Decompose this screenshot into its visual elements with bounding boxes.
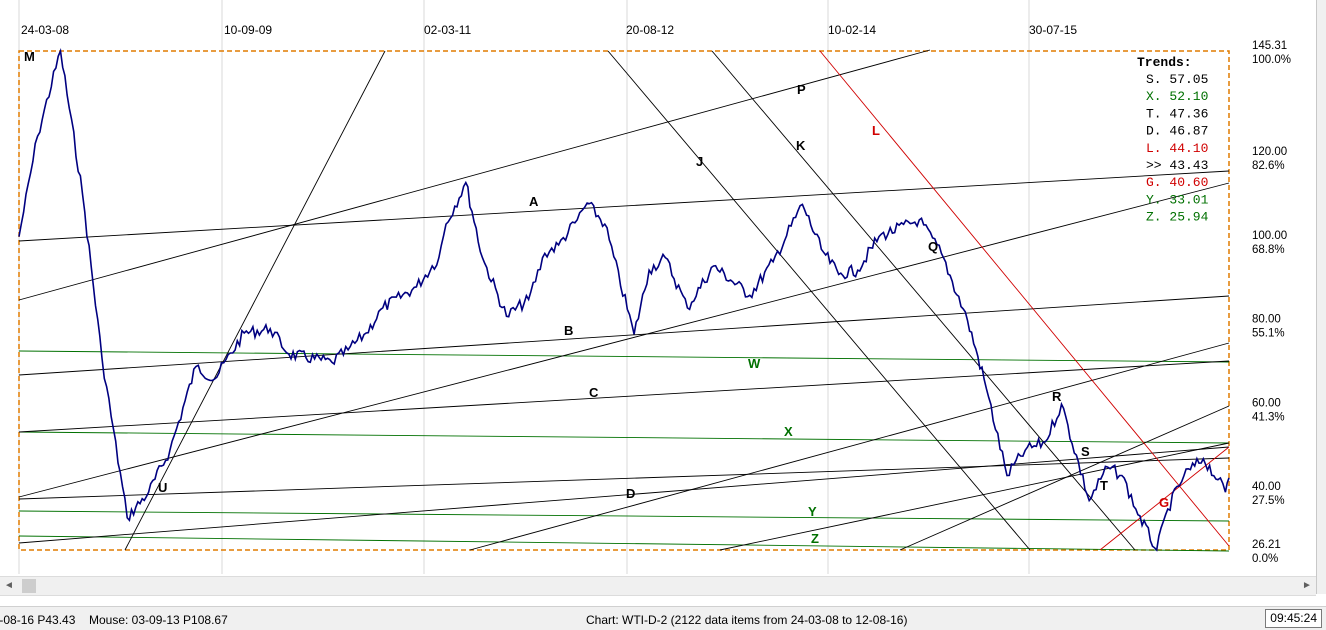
y-tick-value: 26.21: [1252, 539, 1281, 551]
x-tick-label: 20-08-12: [626, 23, 674, 37]
price-chart[interactable]: 24-03-08 10-09-09 02-03-11 20-08-12 10-02-14…: [0, 0, 1316, 574]
trends-panel-title: Trends:: [1137, 55, 1192, 70]
trends-panel-row: D. 46.87: [1146, 124, 1208, 139]
trendline-label-m: M: [24, 49, 35, 64]
status-last-price: 12-08-16 P43.43: [0, 613, 76, 627]
trendline-label-x: X: [784, 424, 793, 439]
trendline-label-c: C: [589, 385, 599, 400]
x-tick-label: 24-03-08: [21, 23, 69, 37]
y-tick-value: 120.00: [1252, 146, 1287, 158]
trends-panel-row: Y. 33.01: [1146, 192, 1209, 207]
trendline: [18, 350, 1230, 363]
trends-panel-row: T. 47.36: [1146, 106, 1208, 121]
trendline: [469, 342, 1230, 551]
x-tick-label: 02-03-11: [424, 23, 471, 37]
y-tick-value: 145.31: [1252, 40, 1287, 52]
trendline-label-g: G: [1159, 495, 1169, 510]
trendline-label-a: A: [529, 194, 539, 209]
y-tick-value: 60.00: [1252, 397, 1281, 409]
trendline-label-y: Y: [808, 504, 817, 519]
chart-area[interactable]: 24-03-08 10-09-09 02-03-11 20-08-12 10-02-14…: [0, 0, 1326, 574]
trendline: [1099, 446, 1230, 551]
trendline-label-l: L: [872, 123, 880, 138]
y-tick-percent: 0.0%: [1252, 553, 1278, 565]
trendline: [18, 295, 1230, 376]
x-tick-label: 10-02-14: [828, 23, 876, 37]
trends-panel-row: G. 40.60: [1146, 175, 1208, 190]
trendline-label-k: K: [796, 138, 806, 153]
horizontal-scrollbar[interactable]: ◄ ►: [0, 576, 1316, 596]
trendline-label-w: W: [748, 356, 761, 371]
y-tick-value: 40.00: [1252, 481, 1281, 493]
trends-panel-row: L. 44.10: [1146, 141, 1208, 156]
trendline: [18, 49, 931, 301]
y-tick-value: 80.00: [1252, 314, 1281, 326]
trends-panel-row: Z. 25.94: [1146, 210, 1209, 225]
x-tick-label: 10-09-09: [224, 23, 272, 37]
y-tick-percent: 82.6%: [1252, 160, 1285, 172]
arrow-right-icon[interactable]: ►: [1302, 580, 1312, 591]
y-tick-percent: 68.8%: [1252, 244, 1285, 256]
trendline-label-t: T: [1100, 478, 1108, 493]
trendline: [18, 510, 1230, 522]
trendline: [819, 50, 1230, 547]
trendline-label-z: Z: [811, 531, 819, 546]
range-box: [18, 50, 1230, 551]
y-tick-percent: 41.3%: [1252, 411, 1285, 423]
status-clock: 09:45:24: [1265, 609, 1322, 628]
trendline: [18, 170, 1230, 242]
status-chart-info: Chart: WTI-D-2 (2122 data items from 24-…: [586, 613, 908, 627]
trendline-label-s: S: [1081, 444, 1090, 459]
status-bar: 12-08-16 P43.43 Mouse: 03-09-13 P108.67 …: [0, 606, 1326, 630]
trends-panel-row: X. 52.10: [1146, 89, 1208, 104]
window-edge: [1316, 0, 1326, 594]
trends-panel-row: >> 43.43: [1146, 158, 1208, 173]
arrow-left-icon[interactable]: ◄: [4, 580, 14, 591]
trendline: [18, 457, 1230, 500]
scrollbar-thumb[interactable]: [22, 579, 36, 593]
trendline: [711, 50, 1136, 551]
x-tick-label: 30-07-15: [1029, 23, 1077, 37]
trendline-label-b: B: [564, 323, 573, 338]
trendline: [18, 446, 1230, 544]
trendline-label-u: U: [158, 480, 167, 495]
trendline-label-d: D: [626, 486, 635, 501]
trendline: [719, 442, 1230, 551]
trendline-label-j: J: [696, 154, 703, 169]
trends-panel-row: S. 57.05: [1146, 72, 1208, 87]
trendline-label-q: Q: [928, 239, 938, 254]
trendline: [124, 50, 386, 551]
trendline: [18, 535, 1230, 552]
price-line: [18, 48, 1230, 552]
y-tick-percent: 27.5%: [1252, 495, 1285, 507]
y-tick-percent: 55.1%: [1252, 328, 1285, 340]
y-tick-percent: 100.0%: [1252, 54, 1291, 66]
trendline: [18, 431, 1230, 444]
trendline: [18, 182, 1230, 498]
trendline-label-p: P: [797, 82, 806, 97]
trendline: [18, 360, 1230, 433]
status-mouse: Mouse: 03-09-13 P108.67: [89, 613, 228, 627]
trendline: [607, 50, 1031, 551]
trendline-label-r: R: [1052, 389, 1062, 404]
y-tick-value: 100.00: [1252, 230, 1287, 242]
